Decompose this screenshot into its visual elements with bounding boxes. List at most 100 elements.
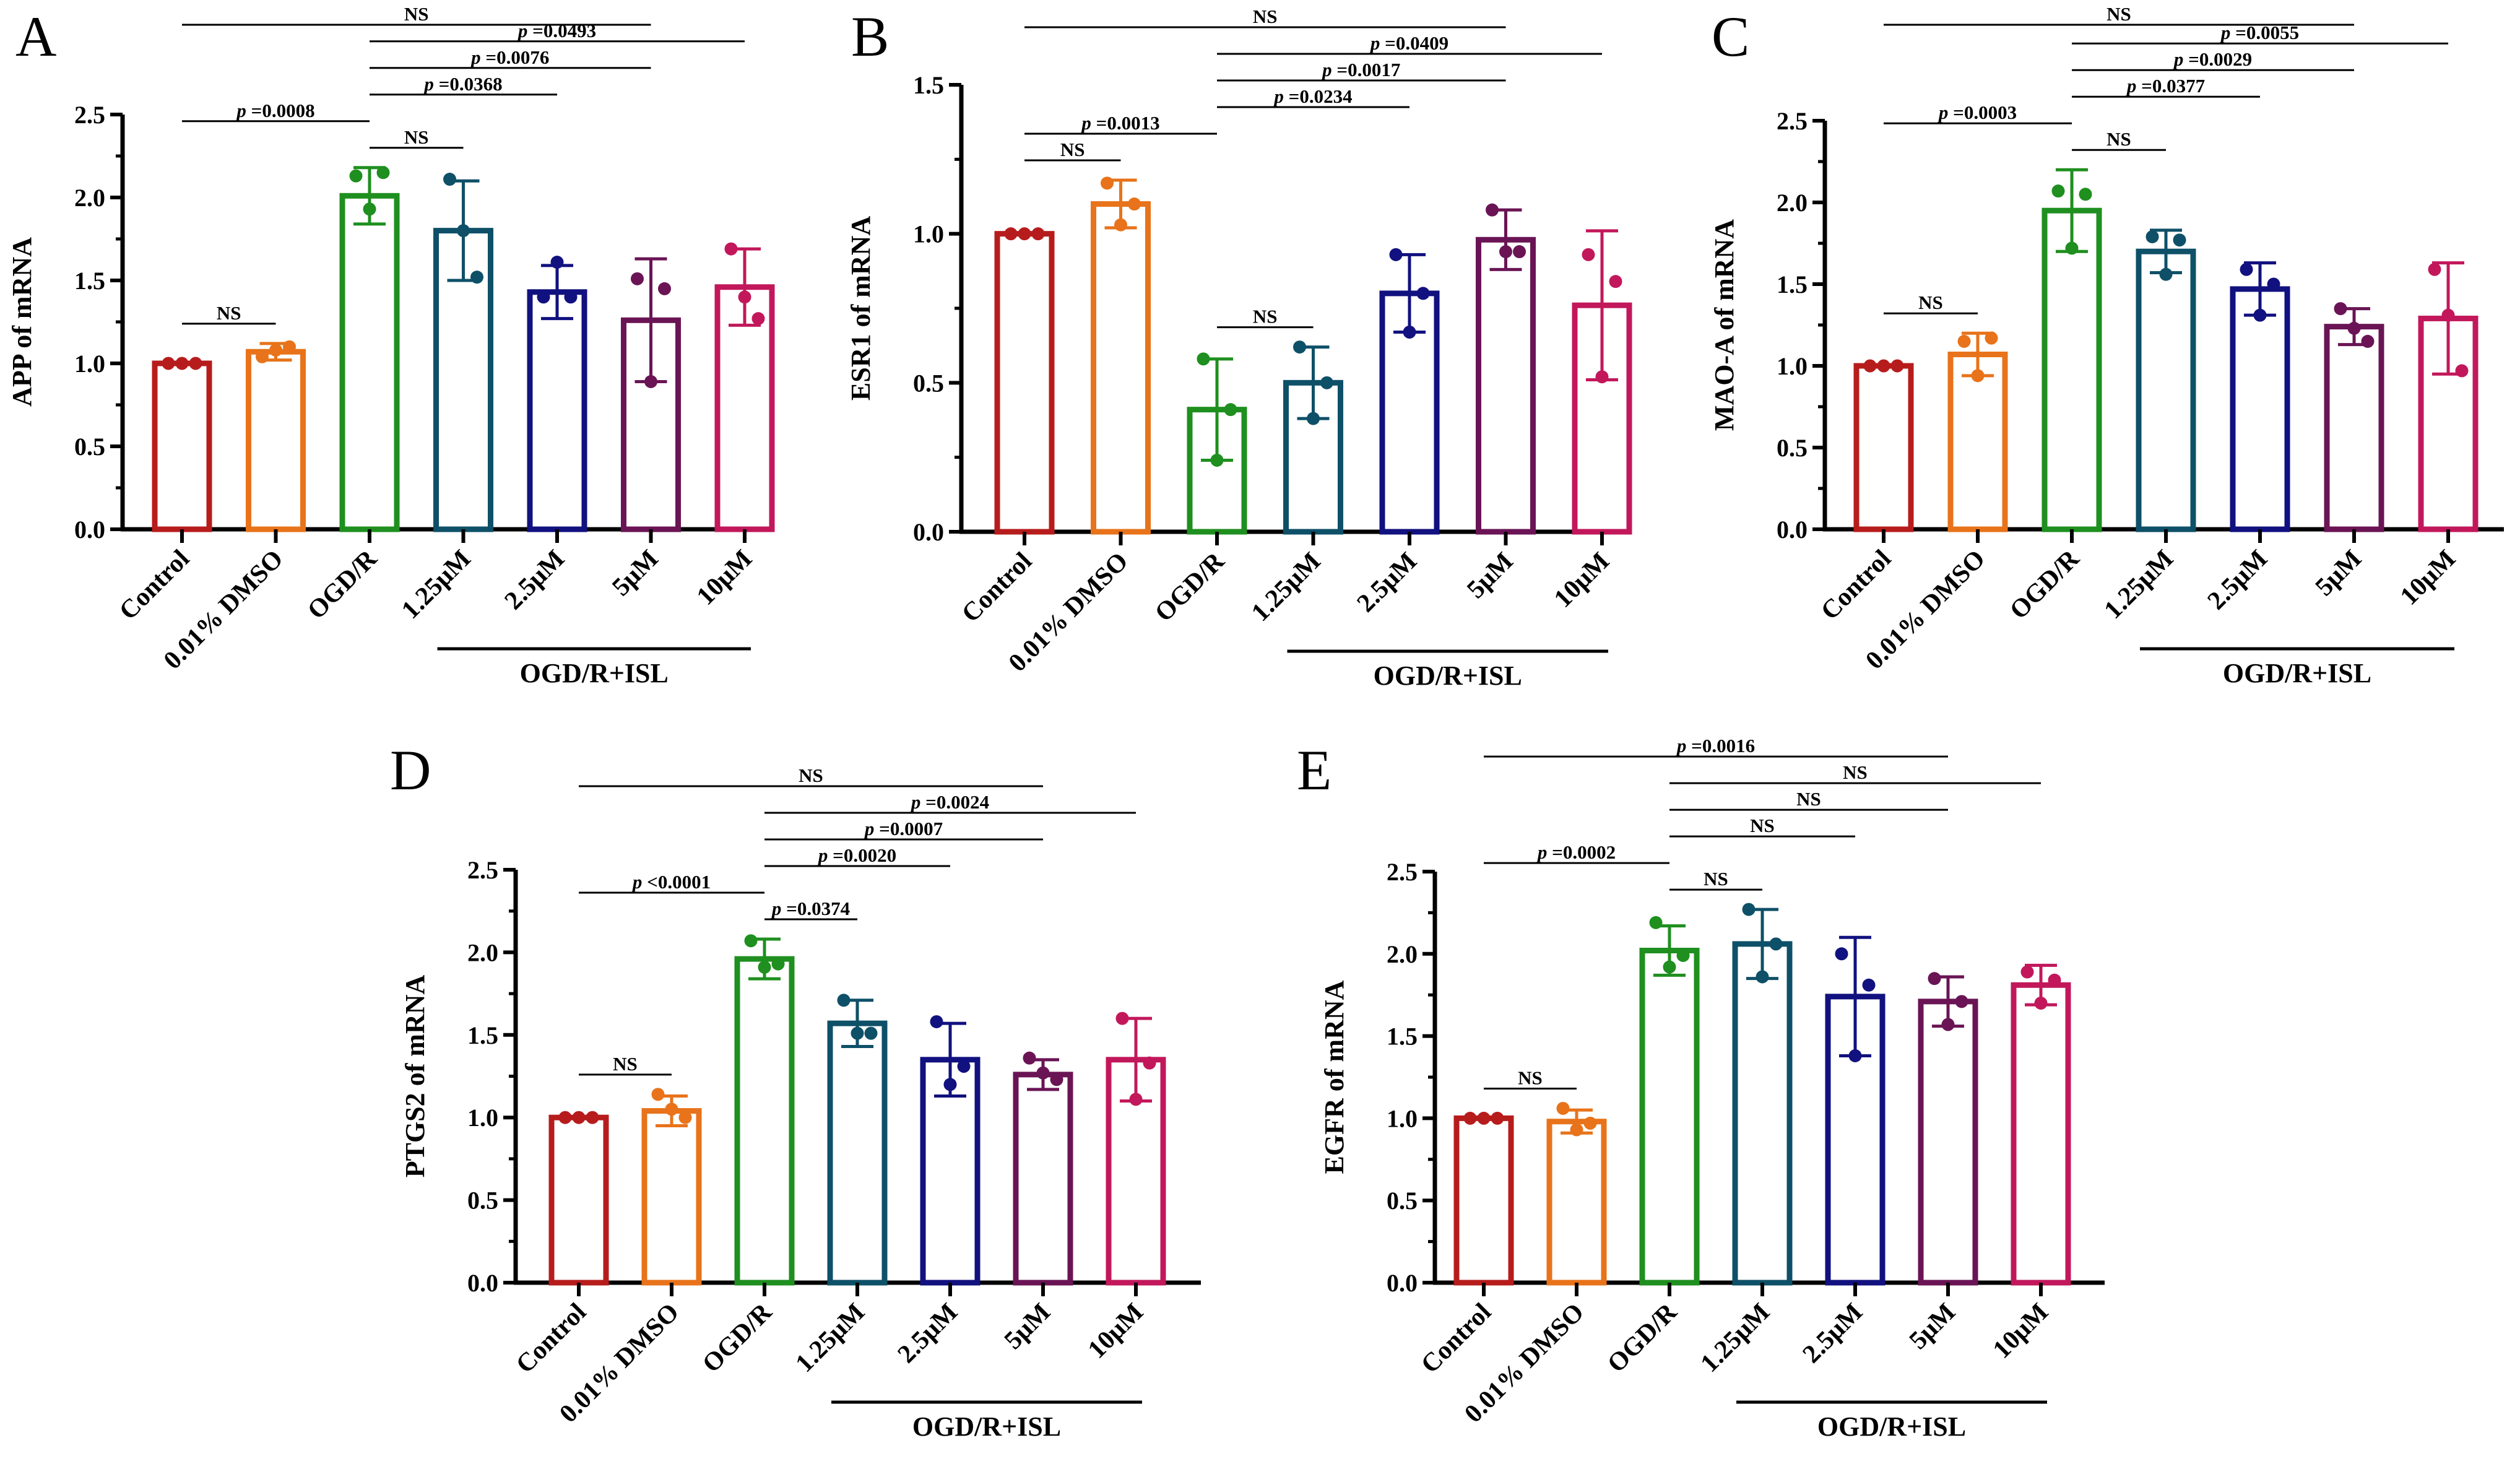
data-point (443, 173, 456, 186)
data-point (1023, 1051, 1036, 1065)
category-label: 5μM (2310, 545, 2367, 602)
data-point (1031, 227, 1045, 241)
panel-letter: E (1297, 739, 1331, 802)
bar-5 (2324, 324, 2384, 532)
data-point (564, 290, 578, 304)
data-point (1499, 245, 1512, 259)
bar-3 (1732, 941, 1793, 1286)
data-point (2240, 262, 2253, 276)
category-label: OGD/R (1602, 1298, 1682, 1378)
comparison-label: NS (1843, 761, 1868, 783)
comparison-label: NS (1796, 788, 1821, 810)
comparison-label: p =0.0374 (770, 898, 850, 919)
data-point (1985, 331, 1998, 345)
y-tick-label: 0.0 (1387, 1269, 1418, 1297)
data-point (1491, 1111, 1504, 1125)
y-axis-title: EGFR of mRNA (1319, 980, 1349, 1174)
category-label: 2.5μM (893, 1298, 964, 1369)
data-point (851, 1026, 864, 1040)
data-point (1293, 340, 1306, 354)
data-point (2051, 184, 2065, 198)
bar-0 (1453, 1115, 1514, 1286)
data-point (1941, 1018, 1955, 1031)
bar-3 (827, 1020, 888, 1286)
data-point (189, 357, 202, 370)
data-point (1848, 1049, 1862, 1062)
data-point (2267, 277, 2280, 291)
bar-3 (2136, 248, 2196, 532)
data-point (550, 256, 564, 269)
bar-2 (1639, 947, 1700, 1286)
category-label: OGD/R (1150, 547, 1230, 627)
comparison-label: p =0.0013 (1080, 112, 1159, 134)
data-point (2145, 230, 2159, 243)
data-point (256, 350, 269, 363)
comparison-label: p =0.0007 (863, 818, 943, 839)
data-point (2334, 302, 2347, 316)
data-point (572, 1111, 586, 1124)
data-point (2253, 308, 2267, 322)
data-point (1143, 1056, 1156, 1070)
data-point (864, 1026, 878, 1040)
category-label: Control (511, 1298, 592, 1379)
data-point (1224, 403, 1237, 417)
category-label: 2.5μM (1798, 1298, 1869, 1369)
category-label: 5μM (999, 1298, 1056, 1355)
y-tick-label: 0.5 (1777, 434, 1808, 462)
bar-1 (641, 1108, 702, 1286)
data-point (744, 934, 758, 948)
category-label: 10μM (2395, 545, 2461, 611)
data-point (658, 282, 671, 295)
category-label: Control (114, 545, 195, 626)
category-label: OGD/R (2004, 544, 2085, 625)
comparison-label: NS (2106, 128, 2131, 150)
data-point (1477, 1111, 1491, 1125)
comparison-label: p =0.0002 (1536, 841, 1616, 863)
comparison-label: p =0.0234 (1272, 85, 1352, 107)
data-point (837, 994, 851, 1007)
data-point (930, 1015, 943, 1028)
category-label: 1.25μM (2099, 545, 2179, 625)
data-point (2020, 965, 2034, 979)
data-point (175, 357, 189, 370)
comparison-label: p =0.0493 (516, 20, 596, 41)
y-tick-label: 2.5 (467, 856, 498, 884)
data-point (2455, 364, 2469, 378)
data-point (943, 1078, 957, 1091)
data-point (1890, 359, 1904, 373)
y-axis-title: PTGS2 of mRNA (400, 975, 430, 1178)
y-tick-label: 1.0 (1387, 1104, 1418, 1132)
y-tick-label: 1.5 (74, 267, 105, 295)
comparison-label: p =0.0368 (422, 73, 502, 95)
data-point (1835, 947, 1848, 961)
category-label: 1.25μM (1695, 1298, 1775, 1378)
data-point (1769, 937, 1783, 951)
data-point (470, 271, 483, 284)
data-point (586, 1111, 599, 1124)
bar-4 (2230, 286, 2290, 532)
comparison-label: NS (217, 302, 241, 324)
data-point (1513, 245, 1526, 259)
y-tick-label: 1.5 (1777, 271, 1808, 298)
comparison-label: p =0.0016 (1675, 735, 1755, 756)
y-tick-label: 0.0 (1777, 516, 1808, 544)
group-label: OGD/R+ISL (1374, 661, 1522, 691)
comparison-label: NS (404, 126, 429, 148)
bar-4 (527, 289, 587, 532)
data-point (1403, 326, 1416, 339)
y-tick-label: 2.0 (1387, 940, 1418, 968)
data-point (1971, 369, 1985, 383)
y-tick-label: 2.0 (74, 184, 105, 212)
category-label: Control (1416, 1298, 1497, 1379)
y-tick-label: 1.5 (1387, 1023, 1418, 1051)
bar-1 (1091, 201, 1151, 535)
group-label: OGD/R+ISL (2223, 658, 2371, 688)
y-tick-label: 1.5 (467, 1021, 498, 1049)
data-point (1663, 960, 1676, 974)
y-tick-label: 0.0 (467, 1269, 498, 1297)
data-point (1101, 176, 1114, 190)
data-point (1955, 995, 1968, 1008)
data-point (771, 957, 785, 971)
